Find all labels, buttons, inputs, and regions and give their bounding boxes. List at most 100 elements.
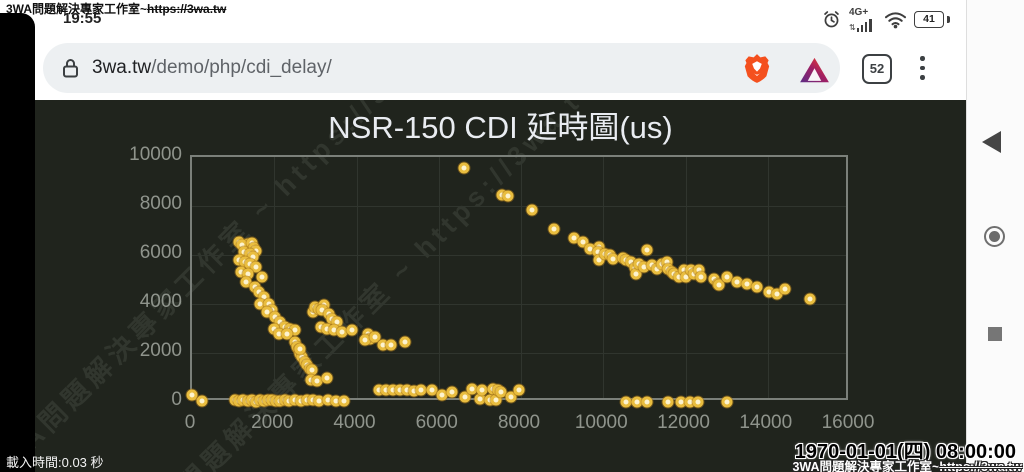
y-gridline (192, 206, 846, 207)
data-point (751, 281, 763, 293)
x-gridline (356, 157, 358, 398)
x-tick-label: 16000 (821, 412, 875, 433)
battery-level: 41 (923, 13, 935, 25)
data-point (631, 396, 643, 408)
recents-icon[interactable] (988, 327, 1002, 341)
back-icon[interactable] (982, 131, 1001, 153)
x-tick-label: 12000 (657, 412, 710, 433)
data-point (662, 396, 674, 408)
data-point (385, 339, 397, 351)
data-point (306, 364, 318, 376)
bat-icon[interactable] (799, 57, 830, 84)
data-point (459, 391, 471, 403)
data-point (436, 389, 448, 401)
data-point (577, 236, 589, 248)
url-text[interactable]: 3wa.tw/demo/php/cdi_delay/ (92, 57, 332, 79)
battery-nub (947, 16, 950, 23)
network-type-label: 4G+ (849, 7, 869, 18)
kebab-menu-icon[interactable] (916, 55, 928, 81)
x-tick-label: 0 (184, 412, 196, 433)
load-time-text: 載入時間:0.03 秒 (6, 455, 104, 470)
chart-title: NSR-150 CDI 延時圖(us) (328, 110, 673, 145)
tab-counter[interactable]: 52 (862, 54, 892, 84)
y-tick-label: 0 (171, 389, 182, 410)
home-icon[interactable] (984, 226, 1005, 247)
data-point (593, 254, 605, 266)
signal-4g-icon: 4G+ ⇅ (849, 8, 879, 32)
y-gridline (192, 304, 846, 305)
data-point (695, 271, 707, 283)
android-nav-bar (966, 0, 1024, 472)
status-time: 19:55 (63, 10, 102, 27)
watermark-top: 3WA問題解決專家工作室~https://3wa.tw (6, 0, 226, 17)
alarm-icon (824, 11, 839, 28)
data-point (641, 396, 653, 408)
data-point (526, 204, 538, 216)
y-tick-label: 8000 (139, 193, 182, 214)
display-cutout (0, 13, 35, 472)
data-point (336, 326, 348, 338)
y-tick-label: 6000 (139, 242, 182, 263)
data-point (256, 271, 268, 283)
y-gridline (192, 353, 846, 354)
data-point (620, 396, 632, 408)
data-point (490, 394, 502, 406)
timestamp-text: 1970-01-01(四) 08:00:00 (794, 441, 1016, 463)
data-point (630, 268, 642, 280)
x-tick-label: 8000 (497, 412, 541, 433)
y-tick-label: 2000 (139, 340, 182, 361)
data-point (741, 278, 753, 290)
data-point (466, 383, 478, 395)
data-point (399, 336, 411, 348)
data-point (721, 396, 733, 408)
data-point (240, 276, 252, 288)
x-gridline (767, 157, 769, 398)
data-point (476, 384, 488, 396)
data-point (294, 343, 306, 355)
y-tick-label: 10000 (129, 144, 182, 165)
signal-bars-icon (856, 19, 872, 32)
x-gridline (274, 157, 276, 398)
battery-icon: 41 (914, 11, 944, 28)
lock-icon[interactable] (62, 58, 79, 78)
data-point (502, 190, 514, 202)
x-tick-label: 10000 (574, 412, 628, 433)
brave-icon[interactable] (743, 53, 771, 84)
y-gridline (192, 255, 846, 256)
wifi-icon (885, 12, 906, 29)
data-point (446, 386, 458, 398)
data-point (779, 283, 791, 295)
data-point (196, 395, 208, 407)
x-gridline (438, 157, 440, 398)
watermark-url: https://3wa.tw (147, 2, 227, 16)
data-point (495, 386, 507, 398)
data-point (771, 288, 783, 300)
status-bar: 19:55 4G+ ⇅ (0, 0, 966, 38)
data-point (804, 293, 816, 305)
data-point (415, 384, 427, 396)
watermark-prefix: 3WA問題解決專家工作室~ (792, 460, 940, 472)
data-point (505, 391, 517, 403)
url-domain: 3wa.tw (92, 57, 152, 78)
data-point (731, 276, 743, 288)
tab-count: 52 (869, 61, 885, 76)
data-point (692, 396, 704, 408)
x-gridline (521, 157, 522, 398)
data-point (346, 324, 358, 336)
browser-viewport: 3WA問題解決專家工作室 ~ https://3wa.tw 3WA問題解決專家工… (0, 100, 966, 472)
address-bar[interactable]: 3wa.tw/demo/php/cdi_delay/ (43, 43, 840, 93)
data-point (338, 395, 350, 407)
watermark-url: https://3wa.tw (939, 460, 1022, 472)
x-tick-label: 4000 (333, 412, 376, 433)
data-point (369, 331, 381, 343)
x-gridline (603, 157, 605, 398)
y-tick-label: 4000 (139, 291, 182, 312)
data-point (713, 279, 725, 291)
data-point (458, 162, 470, 174)
x-tick-label: 14000 (739, 412, 793, 433)
data-point (359, 334, 371, 346)
browser-toolbar: 3wa.tw/demo/php/cdi_delay/ 52 (0, 38, 966, 100)
data-point (548, 223, 560, 235)
data-point (607, 253, 619, 265)
